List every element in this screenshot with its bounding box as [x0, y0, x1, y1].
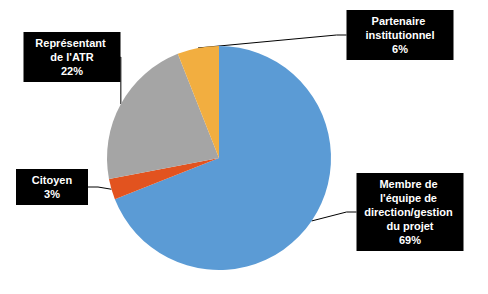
- svg-text:du projet: du projet: [386, 220, 433, 232]
- svg-text:Partenaire: Partenaire: [372, 15, 429, 27]
- svg-text:3%: 3%: [44, 188, 60, 200]
- svg-text:de l'ATR: de l'ATR: [50, 51, 93, 63]
- svg-text:22%: 22%: [61, 65, 83, 77]
- svg-text:Citoyen: Citoyen: [32, 174, 73, 186]
- svg-text:l'équipe de: l'équipe de: [380, 192, 440, 204]
- svg-text:institutionnel: institutionnel: [365, 29, 434, 41]
- svg-text:Membre de: Membre de: [379, 178, 440, 190]
- svg-text:6%: 6%: [392, 43, 408, 55]
- svg-text:Représentant: Représentant: [35, 37, 108, 49]
- svg-text:69%: 69%: [399, 234, 421, 246]
- svg-text:direction/gestion: direction/gestion: [364, 206, 456, 218]
